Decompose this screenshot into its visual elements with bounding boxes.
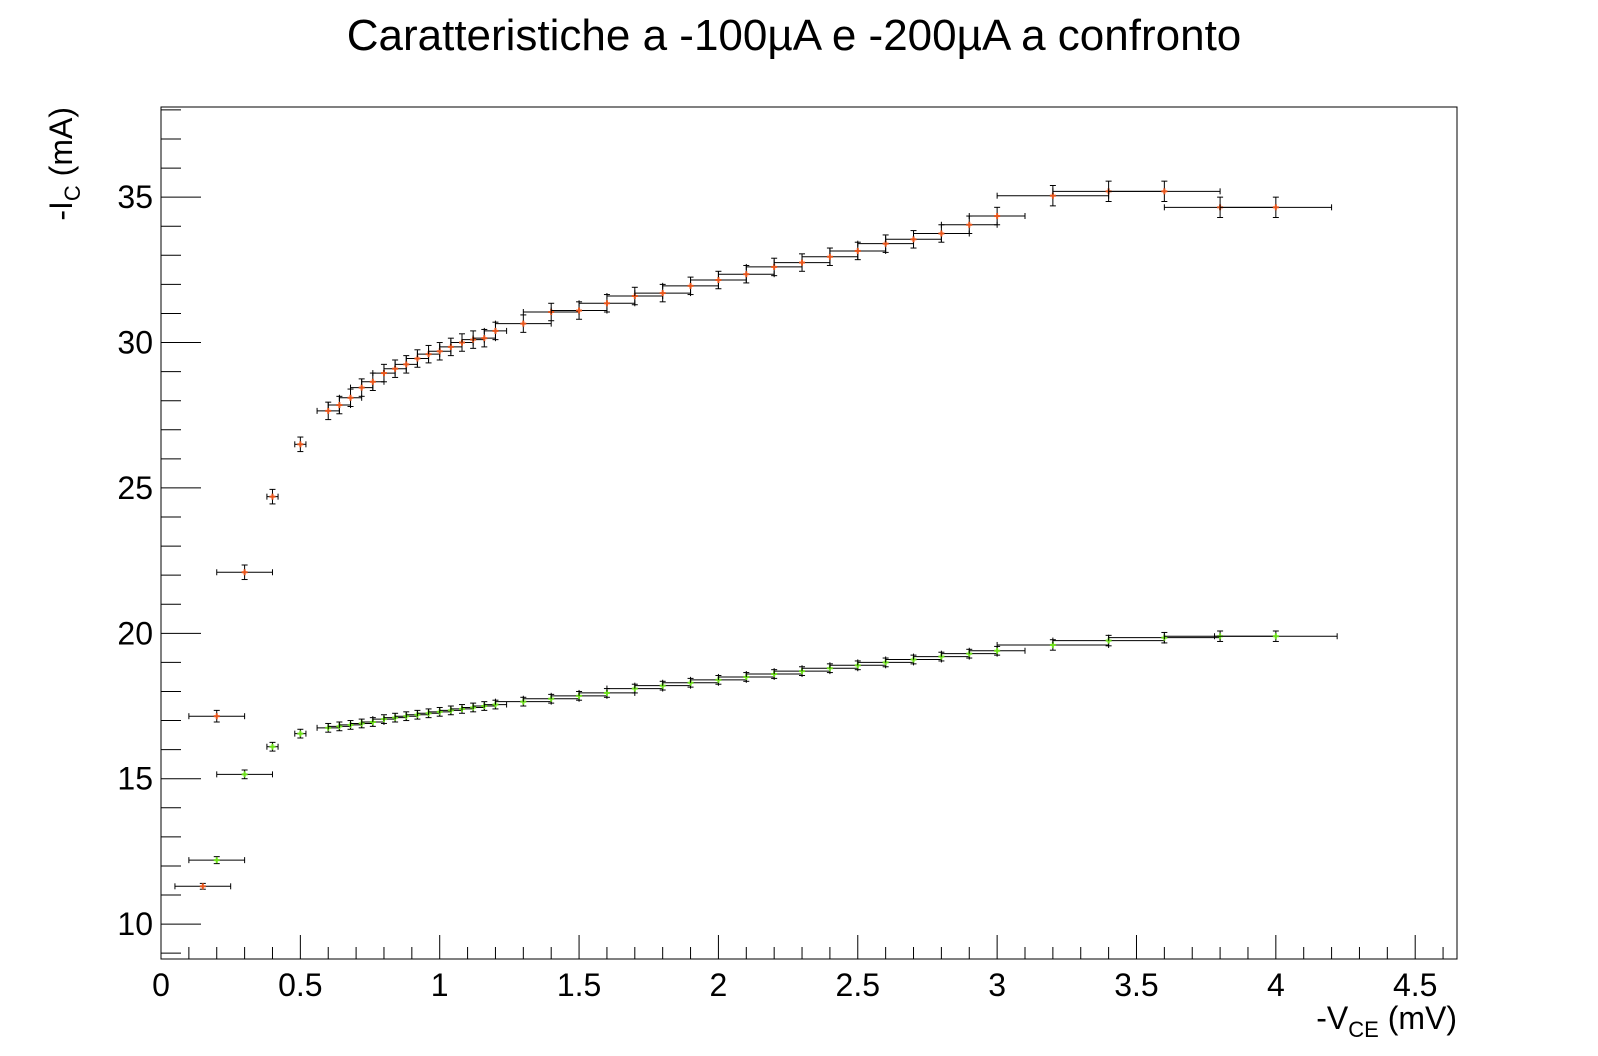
x-tick-label: 0.5	[278, 967, 322, 1003]
data-point	[294, 436, 307, 453]
x-axis: 0 0.5 1 1.5 2 2.5 3 3.5 4 4.5	[152, 935, 1444, 1003]
x-tick-label: 1	[431, 967, 449, 1003]
x-axis-label: -VCE (mV)	[1316, 1000, 1457, 1042]
data-point	[494, 314, 552, 333]
series-1	[174, 180, 1333, 890]
data-point	[968, 206, 1026, 226]
series-2	[188, 630, 1338, 865]
chart-title: Caratteristiche a -100µA e -200µA a conf…	[347, 11, 1242, 60]
y-axis-label-unit: (mA)	[43, 107, 79, 185]
plot-frame	[160, 106, 1458, 960]
data-point	[266, 741, 279, 752]
y-tick-label: 15	[117, 761, 153, 797]
y-axis-label-main: -I	[43, 201, 79, 221]
data-point	[1108, 180, 1221, 203]
data-point	[294, 728, 307, 739]
data-point	[188, 709, 246, 723]
data-point	[188, 856, 246, 865]
data-point	[745, 257, 803, 277]
y-axis-label-subscript: C	[60, 185, 85, 201]
data-point	[266, 488, 279, 505]
x-tick-label: 2.5	[836, 967, 880, 1003]
x-tick-label: 3.5	[1114, 967, 1158, 1003]
data-point	[327, 395, 352, 415]
y-tick-label: 35	[117, 179, 153, 215]
y-axis: 10 15 20 25 30 35	[117, 109, 201, 954]
y-tick-label: 20	[117, 615, 153, 651]
y-tick-label: 10	[117, 906, 153, 942]
x-axis-label-main: -V	[1316, 1000, 1349, 1036]
data-point	[1214, 630, 1338, 642]
data-point	[1219, 196, 1333, 218]
data-point	[338, 388, 363, 408]
x-tick-label: 4	[1267, 967, 1285, 1003]
data-point	[550, 301, 608, 320]
data-point	[174, 882, 232, 890]
x-tick-label: 2	[710, 967, 728, 1003]
y-axis-label: -IC (mA)	[43, 107, 85, 221]
data-point	[216, 564, 273, 581]
plot-area	[174, 180, 1338, 890]
x-tick-label: 0	[152, 967, 170, 1003]
y-tick-label: 25	[117, 470, 153, 506]
x-tick-label: 3	[988, 967, 1006, 1003]
x-tick-label: 1.5	[557, 967, 601, 1003]
x-tick-label: 4.5	[1393, 967, 1437, 1003]
x-axis-label-subscript: CE	[1348, 1017, 1379, 1042]
x-axis-label-unit: (mV)	[1379, 1000, 1457, 1036]
data-point	[216, 769, 273, 780]
y-tick-label: 30	[117, 325, 153, 361]
data-point	[472, 328, 496, 348]
